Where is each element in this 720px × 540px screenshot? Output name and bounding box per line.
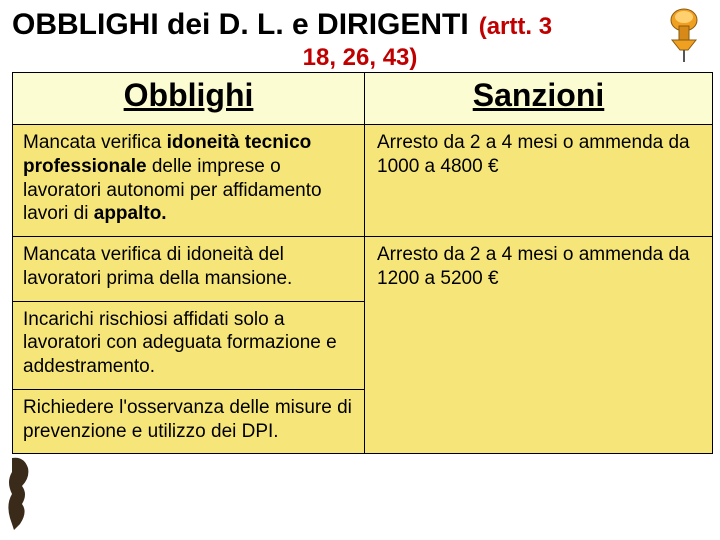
table-row: Mancata verifica di idoneità del lavorat…	[13, 237, 713, 302]
title-main: OBBLIGHI dei D. L. e DIRIGENTI	[12, 8, 469, 42]
sanction-cell: Arresto da 2 a 4 mesi o ammenda da 1200 …	[365, 237, 713, 454]
title-reference: (artt. 3	[479, 13, 552, 41]
obligation-cell: Mancata verifica di idoneità del lavorat…	[13, 237, 365, 302]
obligation-cell: Incarichi rischiosi affidati solo a lavo…	[13, 301, 365, 389]
pushpin-icon	[662, 6, 706, 64]
sanction-cell: Arresto da 2 a 4 mesi o ammenda da 1000 …	[365, 125, 713, 237]
column-header-sanzioni: Sanzioni	[365, 73, 713, 125]
decoration-icon	[4, 454, 44, 534]
column-header-obblighi: Obblighi	[13, 73, 365, 125]
title-subtitle: 18, 26, 43)	[12, 44, 708, 72]
obligation-cell: Mancata verifica idoneità tecnico profes…	[13, 125, 365, 237]
slide: OBBLIGHI dei D. L. e DIRIGENTI (artt. 3 …	[0, 0, 720, 540]
slide-title: OBBLIGHI dei D. L. e DIRIGENTI (artt. 3	[12, 8, 708, 42]
table-row: Mancata verifica idoneità tecnico profes…	[13, 125, 713, 237]
obligation-cell: Richiedere l'osservanza delle misure di …	[13, 389, 365, 454]
obligations-table: ObblighiSanzioniMancata verifica idoneit…	[12, 72, 713, 454]
